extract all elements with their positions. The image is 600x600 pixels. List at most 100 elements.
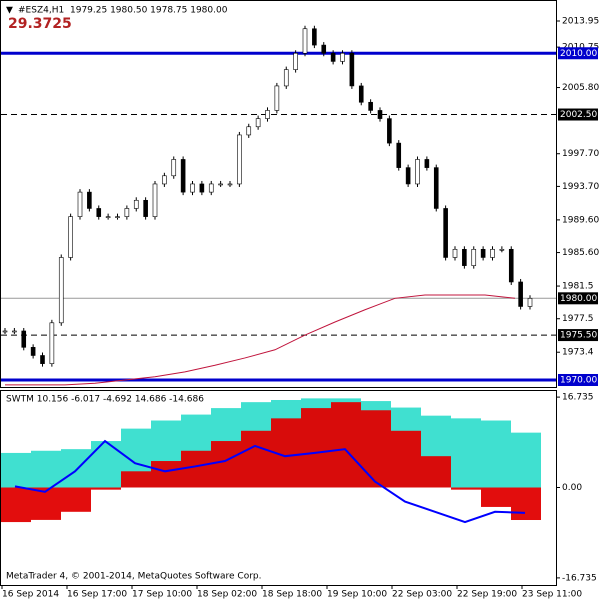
time-label: 16 Sep 2014 xyxy=(2,590,59,600)
candle xyxy=(237,134,242,185)
red-bar xyxy=(1,487,31,523)
red-bar xyxy=(61,487,91,512)
red-bar xyxy=(391,430,421,488)
red-bar xyxy=(181,450,211,488)
candle xyxy=(68,216,73,258)
time-label: 16 Sep 17:00 xyxy=(67,590,127,600)
candle xyxy=(124,208,130,217)
candle xyxy=(227,183,233,186)
candle xyxy=(433,167,439,209)
candle xyxy=(105,216,111,218)
candle xyxy=(443,208,448,258)
candle xyxy=(415,159,420,185)
candle xyxy=(58,257,64,324)
moving-average xyxy=(5,294,516,386)
oscillator-tick-label: 16.735 xyxy=(562,393,594,403)
candle xyxy=(96,208,102,217)
price-label: 1997.70 xyxy=(562,149,599,159)
candle xyxy=(387,118,392,144)
price-label: 1977.5 xyxy=(562,314,594,324)
candle xyxy=(480,248,486,258)
cyan-bar xyxy=(481,420,511,488)
time-label: 19 Sep 10:00 xyxy=(327,590,387,600)
candle xyxy=(405,167,411,185)
red-bar xyxy=(301,408,331,488)
price-label: 2005.80 xyxy=(562,83,599,93)
cyan-bar xyxy=(31,450,61,488)
candle xyxy=(349,52,355,87)
red-bar xyxy=(361,410,391,488)
footer: MetaTrader 4, © 2001-2014, MetaQuotes So… xyxy=(6,572,262,582)
collapse-arrow[interactable]: ▼ xyxy=(6,6,13,16)
red-bar xyxy=(151,461,181,488)
candle xyxy=(312,28,317,46)
candle xyxy=(462,248,467,266)
candle xyxy=(424,159,430,168)
cyan-bar xyxy=(61,449,91,488)
price-label: 2013.95 xyxy=(562,16,599,26)
red-bar xyxy=(331,402,361,488)
price-panel xyxy=(0,0,557,388)
candle xyxy=(368,101,373,111)
red-bar xyxy=(211,441,241,488)
candle xyxy=(471,248,477,266)
time-label: 22 Sep 19:00 xyxy=(457,590,517,600)
candle xyxy=(490,248,495,258)
candle xyxy=(208,183,214,193)
level-label: 1970.00 xyxy=(560,375,597,385)
candle xyxy=(152,183,158,217)
ohlc: 1979.25 1980.50 1978.75 1980.00 xyxy=(70,6,228,16)
candle xyxy=(518,281,523,307)
time-label: 17 Sep 10:00 xyxy=(132,590,192,600)
candle xyxy=(255,118,261,128)
red-bar xyxy=(241,430,271,488)
price-label: 1973.4 xyxy=(562,348,594,358)
red-bar xyxy=(451,487,481,490)
time-label: 22 Sep 03:00 xyxy=(392,590,452,600)
candle xyxy=(293,52,298,70)
time-label: 18 Sep 18:00 xyxy=(262,590,322,600)
level-label: 2010.00 xyxy=(560,49,597,59)
red-bar xyxy=(121,471,151,488)
candle xyxy=(143,199,148,217)
candle xyxy=(30,347,36,356)
candle xyxy=(133,199,139,209)
candle xyxy=(396,142,402,168)
red-bar xyxy=(421,456,451,488)
level-label: 1980.00 xyxy=(560,294,597,304)
candle xyxy=(162,175,167,185)
red-bar xyxy=(481,487,511,507)
level-label-bg xyxy=(558,108,598,121)
level-label-bg xyxy=(558,292,598,305)
red-bar xyxy=(31,487,61,520)
candle xyxy=(171,159,177,177)
candle xyxy=(377,110,383,119)
price-label: 1989.60 xyxy=(562,215,599,225)
level-label: 1975.50 xyxy=(560,331,597,341)
candle xyxy=(508,248,514,283)
indicator-value: 29.3725 xyxy=(8,16,72,32)
cyan-bar xyxy=(1,452,31,488)
candle xyxy=(321,44,327,54)
red-bar xyxy=(511,487,541,521)
cyan-bar xyxy=(451,418,481,488)
level-label-bg xyxy=(558,47,598,60)
candle xyxy=(340,52,345,62)
price-label: 1981.5 xyxy=(562,282,594,292)
red-bar xyxy=(91,487,121,490)
candle xyxy=(302,28,308,54)
candle xyxy=(499,248,505,251)
candle xyxy=(2,330,8,333)
candle xyxy=(274,85,280,111)
symbol: #ESZ4,H1 xyxy=(18,6,64,16)
price-label: 1985.60 xyxy=(562,248,599,258)
candle xyxy=(218,183,223,186)
time-label: 23 Sep 11:00 xyxy=(522,590,582,600)
candle xyxy=(527,298,533,307)
oscillator-tick-label: 0.00 xyxy=(562,483,582,493)
candle xyxy=(452,248,458,258)
oscillator-label: SWTM 10.156 -6.017 -4.692 14.686 -14.686 xyxy=(6,395,204,405)
signal-line xyxy=(14,439,526,524)
